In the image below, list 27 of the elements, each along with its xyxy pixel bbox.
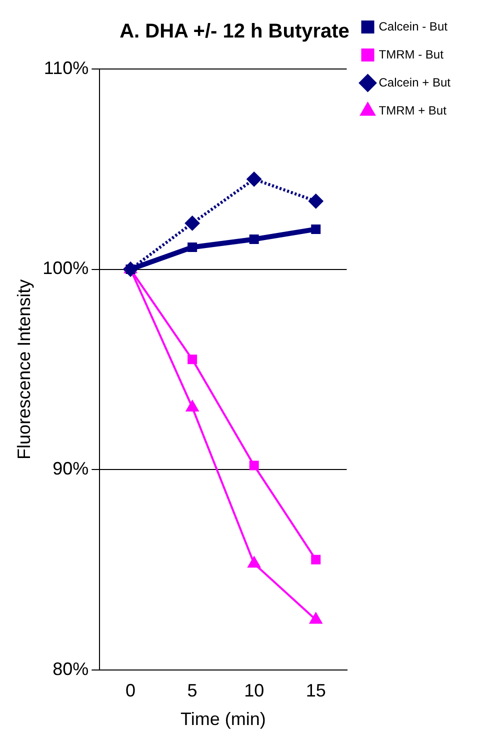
legend-label: TMRM + But xyxy=(378,103,448,118)
x-tick-label: 0 xyxy=(126,680,136,701)
legend-label: Calcein - But xyxy=(378,19,448,34)
x-axis-title: Time (min) xyxy=(180,709,266,730)
point xyxy=(308,194,324,209)
point xyxy=(246,172,262,187)
y-tick-label: 90% xyxy=(52,458,89,478)
legend-label: TMRM - But xyxy=(378,47,444,62)
point xyxy=(311,224,321,234)
y-tick-label: 110% xyxy=(44,58,89,78)
point xyxy=(188,242,198,252)
point xyxy=(311,554,321,564)
y-axis-title: Fluorescence Intensity xyxy=(14,279,34,460)
point xyxy=(249,234,259,244)
point xyxy=(309,612,322,624)
point xyxy=(249,460,259,470)
y-tick-label: 100% xyxy=(42,258,89,278)
point xyxy=(188,354,198,364)
y-tick-label: 80% xyxy=(52,658,89,679)
x-tick-label: 15 xyxy=(306,680,326,701)
legend-label: Calcein + But xyxy=(378,75,452,90)
point xyxy=(186,400,199,412)
chart-title: A. DHA +/- 12 h Butyrate xyxy=(120,20,350,43)
x-tick-label: 5 xyxy=(187,680,198,701)
point xyxy=(184,216,200,231)
point xyxy=(248,556,261,568)
x-tick-label: 10 xyxy=(244,680,264,701)
